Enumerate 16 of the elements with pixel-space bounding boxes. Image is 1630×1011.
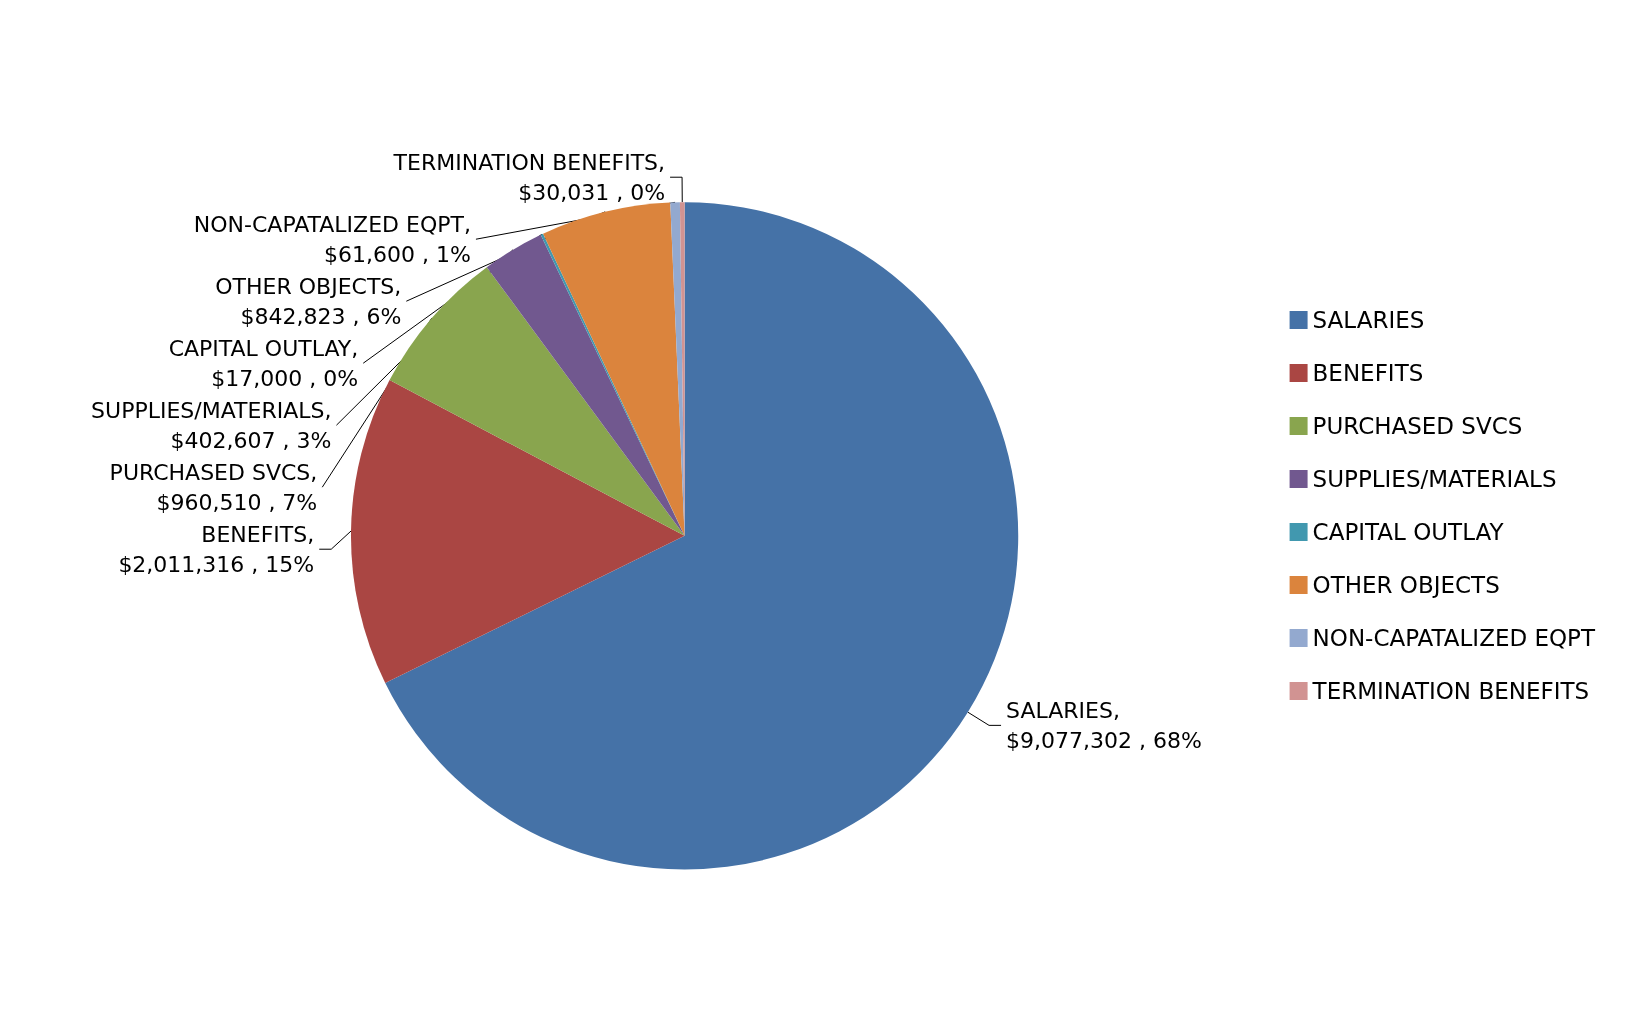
data-label: SALARIES, $9,077,302 , 68% <box>1006 697 1202 753</box>
legend-label: TERMINATION BENEFITS <box>1311 678 1590 704</box>
legend-label: SUPPLIES/MATERIALS <box>1312 466 1557 492</box>
data-label: BENEFITS, $2,011,316 , 15% <box>118 521 315 577</box>
legend-label: CAPITAL OUTLAY <box>1312 519 1505 545</box>
data-label: SUPPLIES/MATERIALS, $402,607 , 3% <box>91 397 332 453</box>
legend-label: BENEFITS <box>1312 360 1424 386</box>
legend-label: SALARIES <box>1312 307 1425 333</box>
data-label: PURCHASED SVCS, $960,510 , 7% <box>109 459 318 515</box>
legend-label: NON-CAPATALIZED EQPT <box>1312 625 1596 651</box>
legend-label: OTHER OBJECTS <box>1312 572 1500 598</box>
data-label: TERMINATION BENEFITS, $30,031 , 0% <box>392 149 666 205</box>
data-label: OTHER OBJECTS, $842,823 , 6% <box>215 273 402 329</box>
legend-label: PURCHASED SVCS <box>1312 413 1523 439</box>
data-label: CAPITAL OUTLAY, $17,000 , 0% <box>168 335 359 391</box>
data-label: NON-CAPATALIZED EQPT, $61,600 , 1% <box>193 211 471 267</box>
